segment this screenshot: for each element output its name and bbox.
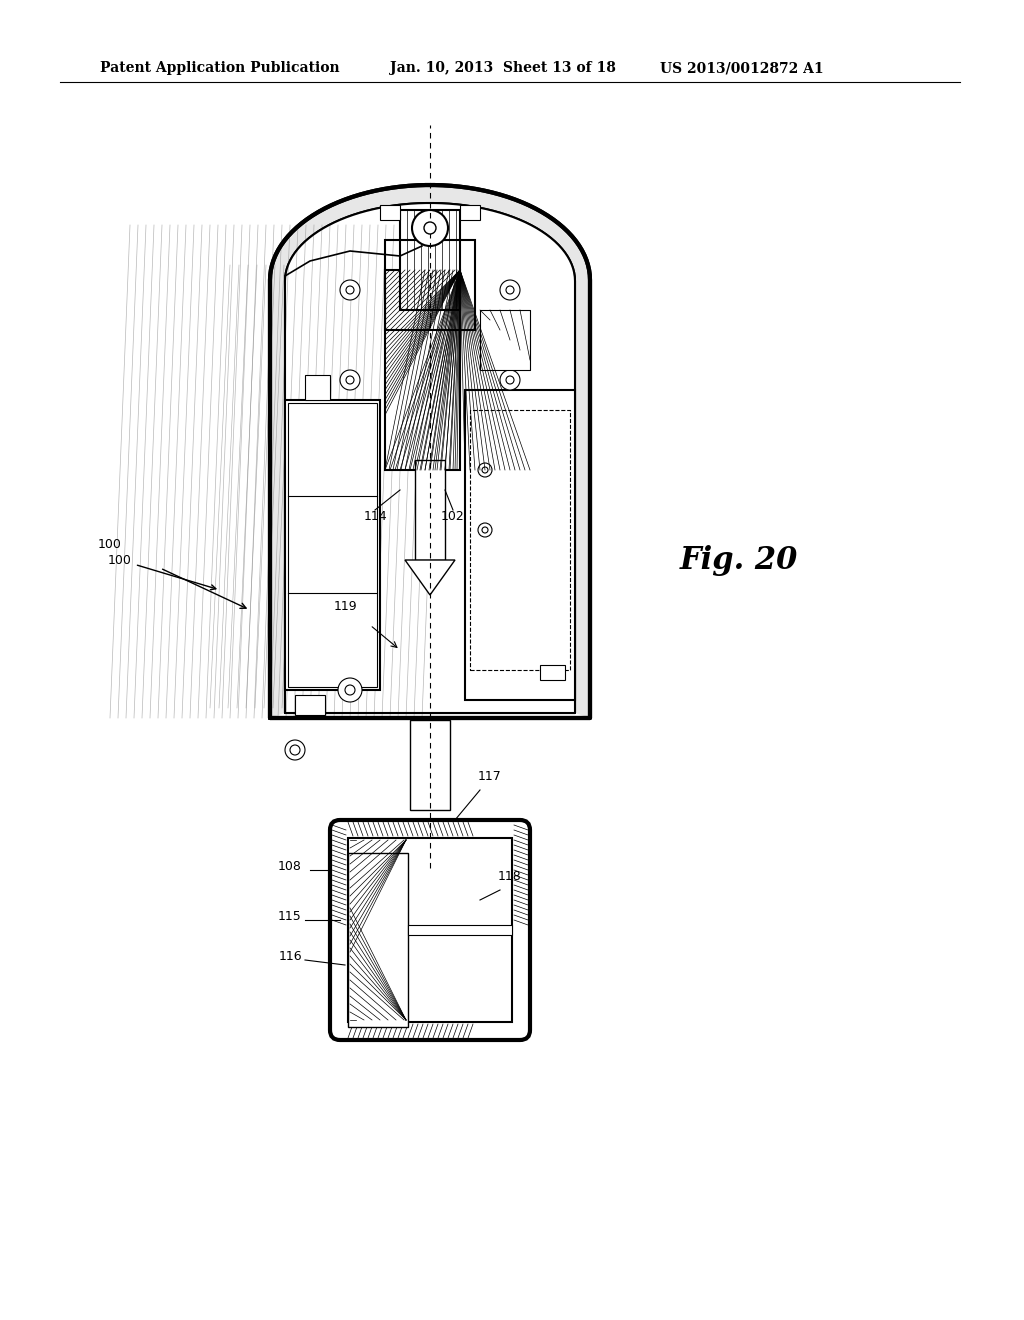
- Text: Jan. 10, 2013  Sheet 13 of 18: Jan. 10, 2013 Sheet 13 of 18: [390, 61, 615, 75]
- Text: 108: 108: [279, 861, 302, 873]
- Polygon shape: [406, 560, 455, 595]
- Text: 118: 118: [498, 870, 522, 883]
- FancyBboxPatch shape: [330, 820, 530, 1040]
- Circle shape: [285, 741, 305, 760]
- Bar: [470, 411, 570, 671]
- Circle shape: [478, 523, 492, 537]
- Bar: [385, 240, 475, 330]
- Polygon shape: [270, 185, 590, 718]
- Bar: [348, 853, 408, 1027]
- Bar: [465, 389, 575, 700]
- Text: 100: 100: [109, 553, 216, 590]
- Circle shape: [340, 280, 360, 300]
- Circle shape: [412, 210, 449, 246]
- Text: 114: 114: [364, 510, 387, 523]
- Text: Patent Application Publication: Patent Application Publication: [100, 61, 340, 75]
- Bar: [410, 719, 450, 810]
- Bar: [285, 400, 380, 690]
- Bar: [288, 403, 377, 686]
- Bar: [408, 925, 512, 935]
- Bar: [460, 205, 480, 220]
- Text: 116: 116: [279, 950, 302, 964]
- Circle shape: [338, 678, 362, 702]
- Text: 117: 117: [478, 770, 502, 783]
- Polygon shape: [286, 203, 574, 713]
- Text: Fig. 20: Fig. 20: [680, 544, 799, 576]
- Text: US 2013/0012872 A1: US 2013/0012872 A1: [660, 61, 823, 75]
- Circle shape: [500, 370, 520, 389]
- Bar: [295, 696, 325, 715]
- Bar: [380, 205, 400, 220]
- Circle shape: [500, 280, 520, 300]
- Circle shape: [340, 370, 360, 389]
- Text: 102: 102: [441, 510, 465, 523]
- Bar: [415, 459, 445, 560]
- Polygon shape: [480, 310, 530, 370]
- Text: 100: 100: [98, 539, 122, 550]
- Circle shape: [478, 463, 492, 477]
- Circle shape: [424, 222, 436, 234]
- Bar: [348, 838, 512, 1022]
- Bar: [540, 665, 565, 680]
- Bar: [385, 271, 460, 470]
- Text: 119: 119: [333, 601, 356, 612]
- Text: 115: 115: [279, 909, 302, 923]
- Bar: [400, 210, 460, 310]
- Bar: [305, 375, 330, 400]
